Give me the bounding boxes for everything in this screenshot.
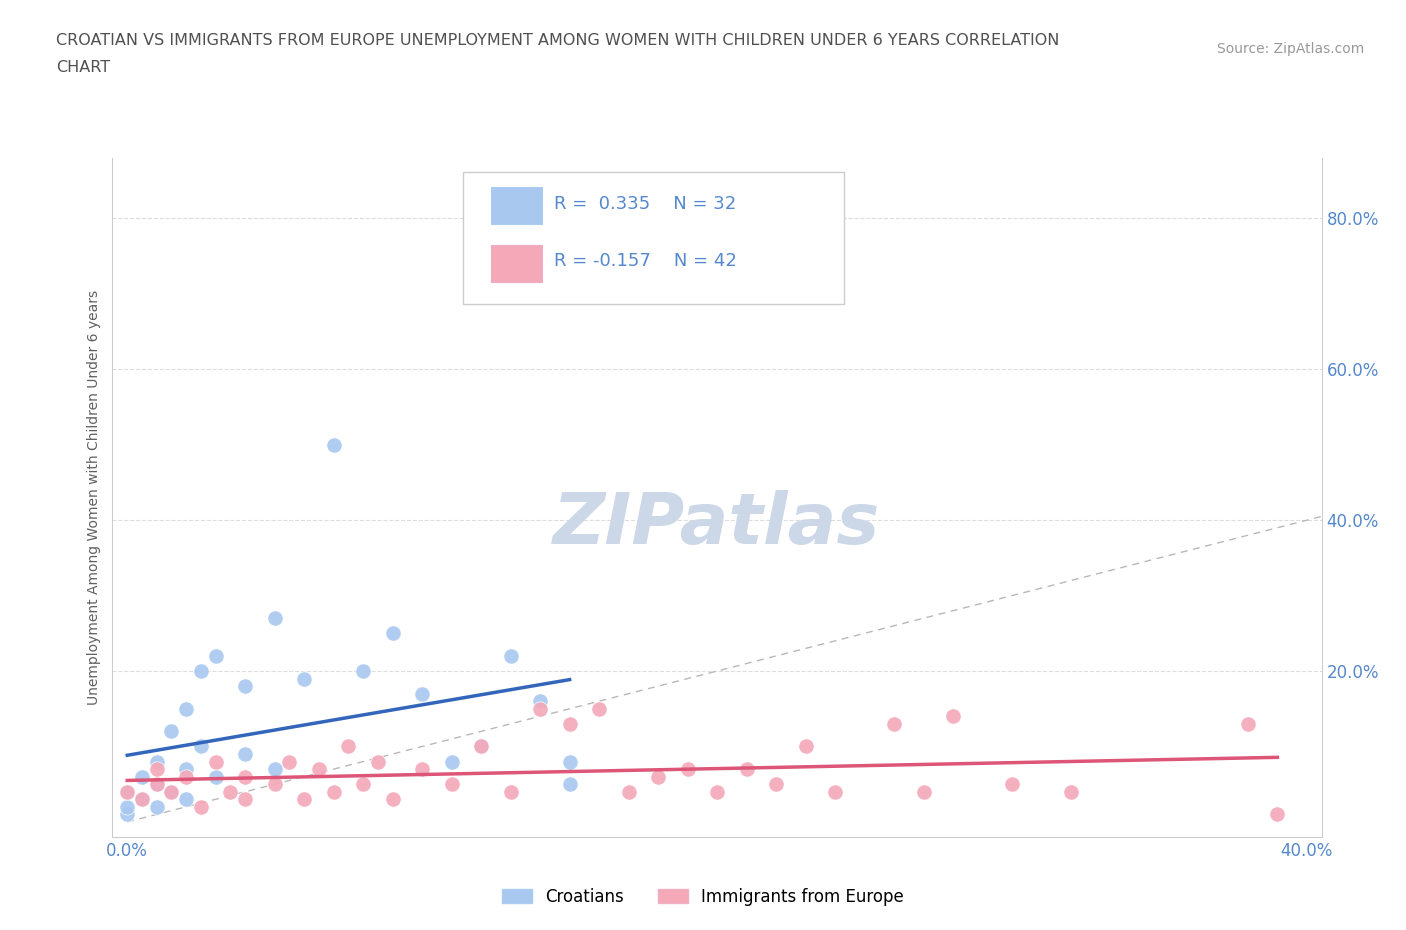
Point — [1001, 777, 1024, 791]
Point — [1267, 807, 1289, 822]
Text: Source: ZipAtlas.com: Source: ZipAtlas.com — [1216, 42, 1364, 56]
Point — [204, 648, 226, 663]
Point — [588, 701, 610, 716]
Point — [883, 716, 905, 731]
Point — [233, 791, 256, 806]
Text: CHART: CHART — [56, 60, 110, 75]
Point — [308, 762, 330, 777]
Point — [794, 739, 817, 754]
Point — [706, 784, 728, 799]
FancyBboxPatch shape — [491, 245, 541, 282]
Point — [1237, 716, 1260, 731]
Point — [131, 791, 153, 806]
Text: ZIPatlas: ZIPatlas — [554, 490, 880, 559]
Point — [131, 769, 153, 784]
Point — [145, 777, 167, 791]
Point — [337, 739, 360, 754]
Point — [558, 777, 581, 791]
Point — [190, 800, 212, 815]
Point — [411, 762, 433, 777]
FancyBboxPatch shape — [491, 187, 541, 224]
Point — [233, 747, 256, 762]
Point — [160, 724, 183, 738]
Point — [190, 739, 212, 754]
Point — [381, 626, 404, 641]
Point — [174, 762, 197, 777]
Point — [233, 769, 256, 784]
Point — [263, 611, 285, 626]
Point — [292, 791, 315, 806]
Text: CROATIAN VS IMMIGRANTS FROM EUROPE UNEMPLOYMENT AMONG WOMEN WITH CHILDREN UNDER : CROATIAN VS IMMIGRANTS FROM EUROPE UNEMP… — [56, 33, 1060, 47]
Point — [174, 769, 197, 784]
Point — [115, 807, 138, 822]
Point — [145, 754, 167, 769]
Point — [499, 648, 522, 663]
Point — [131, 791, 153, 806]
Point — [411, 686, 433, 701]
Point — [145, 800, 167, 815]
Point — [735, 762, 758, 777]
Text: R =  0.335    N = 32: R = 0.335 N = 32 — [554, 194, 737, 213]
Point — [381, 791, 404, 806]
Point — [174, 701, 197, 716]
Point — [440, 754, 463, 769]
Point — [617, 784, 640, 799]
Point — [115, 784, 138, 799]
Point — [204, 754, 226, 769]
Point — [160, 784, 183, 799]
Point — [352, 777, 374, 791]
Point — [942, 709, 965, 724]
Point — [278, 754, 301, 769]
Point — [145, 777, 167, 791]
Point — [470, 739, 492, 754]
Point — [115, 784, 138, 799]
Point — [912, 784, 935, 799]
Point — [676, 762, 699, 777]
Legend: Croatians, Immigrants from Europe: Croatians, Immigrants from Europe — [495, 881, 911, 912]
Point — [263, 777, 285, 791]
Point — [367, 754, 389, 769]
Point — [824, 784, 846, 799]
Point — [219, 784, 242, 799]
Point — [1060, 784, 1083, 799]
FancyBboxPatch shape — [463, 172, 844, 304]
Point — [322, 784, 344, 799]
Point — [470, 739, 492, 754]
Point — [190, 664, 212, 679]
Point — [174, 791, 197, 806]
Y-axis label: Unemployment Among Women with Children Under 6 years: Unemployment Among Women with Children U… — [87, 290, 101, 705]
Point — [499, 784, 522, 799]
Point — [647, 769, 669, 784]
Point — [145, 762, 167, 777]
Point — [160, 784, 183, 799]
Text: R = -0.157    N = 42: R = -0.157 N = 42 — [554, 252, 737, 271]
Point — [558, 716, 581, 731]
Point — [204, 769, 226, 784]
Point — [558, 754, 581, 769]
Point — [292, 671, 315, 686]
Point — [352, 664, 374, 679]
Point — [233, 679, 256, 694]
Point — [529, 694, 551, 709]
Point — [529, 701, 551, 716]
Point — [322, 437, 344, 452]
Point — [115, 800, 138, 815]
Point — [440, 777, 463, 791]
Point — [765, 777, 787, 791]
Point — [263, 762, 285, 777]
